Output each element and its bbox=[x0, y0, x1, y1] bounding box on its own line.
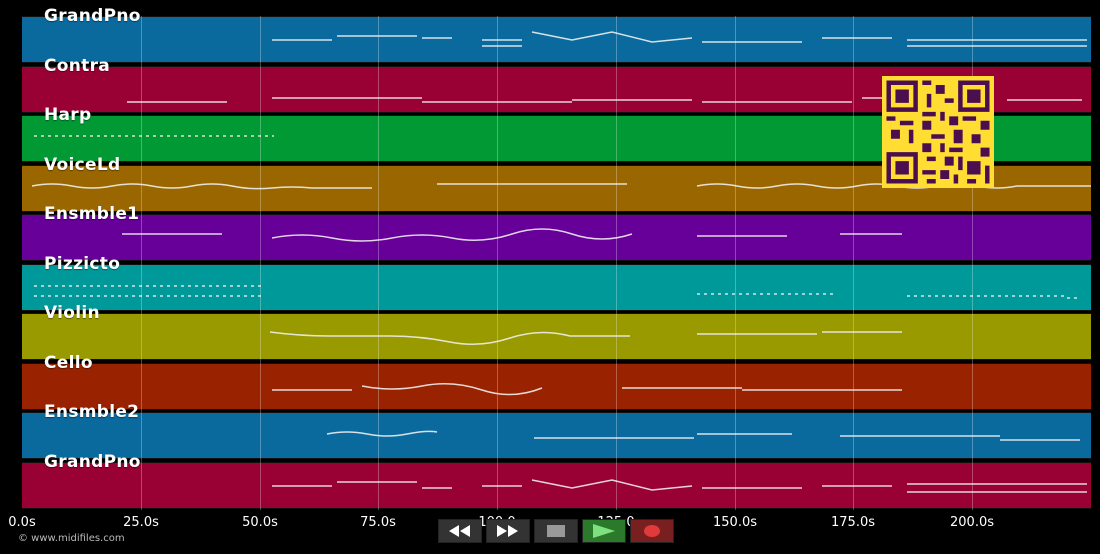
track-label-7: Violin bbox=[44, 303, 100, 323]
fast-forward-button[interactable] bbox=[486, 519, 530, 543]
track-label-9: Ensmble2 bbox=[44, 402, 140, 422]
qr-code-image bbox=[882, 76, 994, 188]
rewind-button[interactable] bbox=[438, 519, 482, 543]
copyright-text: © www.midifiles.com bbox=[18, 533, 125, 544]
grid-line bbox=[735, 16, 736, 510]
play-button[interactable] bbox=[582, 519, 626, 543]
grid-line bbox=[378, 16, 379, 510]
grid-line bbox=[497, 16, 498, 510]
track-band-7[interactable] bbox=[22, 313, 1091, 360]
track-label-3: Harp bbox=[44, 105, 92, 125]
time-tick-label: 25.0s bbox=[123, 515, 159, 530]
track-label-4: VoiceLd bbox=[44, 155, 121, 175]
transport-controls bbox=[438, 519, 674, 543]
track-label-6: Pizzicto bbox=[44, 254, 121, 274]
rewind-icon bbox=[449, 525, 470, 537]
track-label-5: Ensmble1 bbox=[44, 204, 140, 224]
track-band-5[interactable] bbox=[22, 214, 1091, 261]
track-label-8: Cello bbox=[44, 353, 93, 373]
grid-line bbox=[616, 16, 617, 510]
stop-icon bbox=[547, 525, 565, 537]
track-label-2: Contra bbox=[44, 56, 111, 76]
time-tick-label: 75.0s bbox=[360, 515, 396, 530]
grid-line bbox=[141, 16, 142, 510]
track-label-1: GrandPno bbox=[44, 6, 141, 26]
time-tick-label: 50.0s bbox=[242, 515, 278, 530]
stop-button[interactable] bbox=[534, 519, 578, 543]
grid-line bbox=[972, 16, 973, 510]
fast-forward-icon bbox=[497, 525, 518, 537]
track-band-6[interactable] bbox=[22, 264, 1091, 311]
track-band-8[interactable] bbox=[22, 363, 1091, 410]
record-icon bbox=[644, 525, 660, 537]
record-button[interactable] bbox=[630, 519, 674, 543]
grid-line bbox=[853, 16, 854, 510]
time-tick-label: 0.0s bbox=[8, 515, 36, 530]
play-icon bbox=[593, 524, 615, 538]
time-tick-label: 175.0s bbox=[831, 515, 875, 530]
note-layer bbox=[31, 31, 1091, 493]
time-tick-label: 200.0s bbox=[950, 515, 994, 530]
grid-line bbox=[260, 16, 261, 510]
time-tick-label: 150.0s bbox=[713, 515, 757, 530]
track-label-10: GrandPno bbox=[44, 452, 141, 472]
